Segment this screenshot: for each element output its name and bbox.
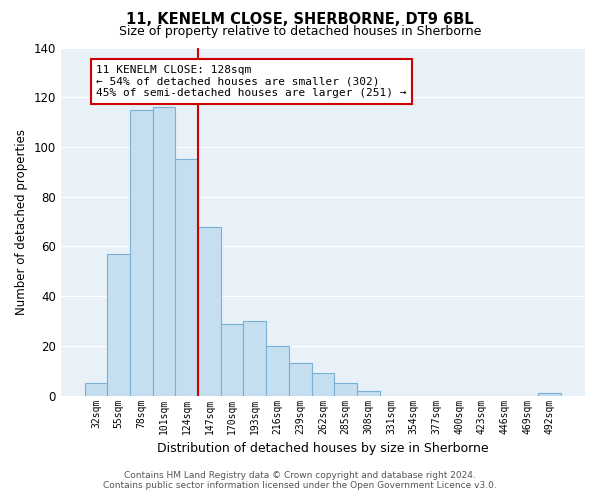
Bar xyxy=(130,110,152,396)
X-axis label: Distribution of detached houses by size in Sherborne: Distribution of detached houses by size … xyxy=(157,442,489,455)
Bar xyxy=(357,390,380,396)
Y-axis label: Number of detached properties: Number of detached properties xyxy=(15,128,28,314)
Bar xyxy=(221,324,244,396)
Text: Contains HM Land Registry data © Crown copyright and database right 2024.
Contai: Contains HM Land Registry data © Crown c… xyxy=(103,470,497,490)
Bar xyxy=(85,383,107,396)
Bar xyxy=(244,321,266,396)
Bar xyxy=(538,393,561,396)
Bar xyxy=(266,346,289,396)
Bar xyxy=(107,254,130,396)
Bar xyxy=(334,383,357,396)
Bar xyxy=(311,374,334,396)
Bar xyxy=(198,226,221,396)
Bar xyxy=(152,107,175,396)
Text: Size of property relative to detached houses in Sherborne: Size of property relative to detached ho… xyxy=(119,25,481,38)
Text: 11, KENELM CLOSE, SHERBORNE, DT9 6BL: 11, KENELM CLOSE, SHERBORNE, DT9 6BL xyxy=(126,12,474,28)
Bar xyxy=(175,160,198,396)
Bar xyxy=(289,364,311,396)
Text: 11 KENELM CLOSE: 128sqm
← 54% of detached houses are smaller (302)
45% of semi-d: 11 KENELM CLOSE: 128sqm ← 54% of detache… xyxy=(97,65,407,98)
